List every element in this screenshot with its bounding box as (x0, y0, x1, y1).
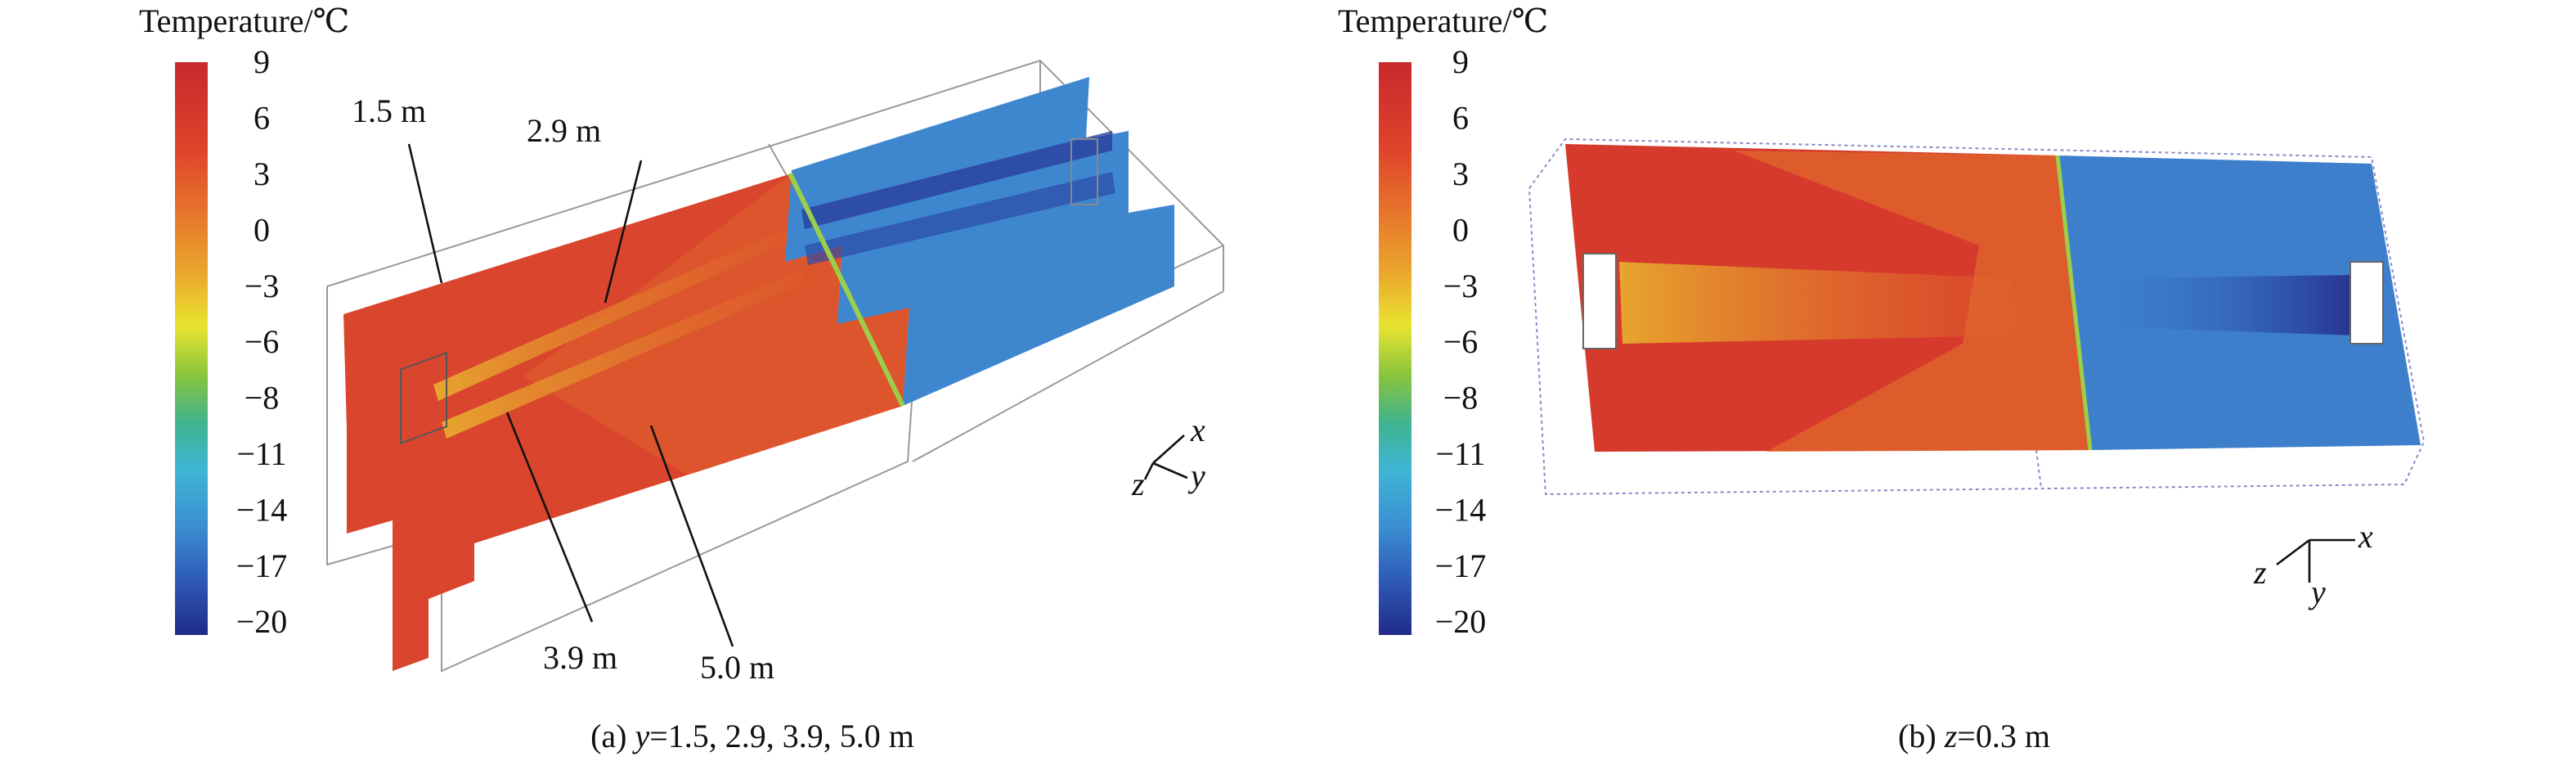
arrow-1-5 (407, 143, 443, 284)
colorbar-tick-label: −3 (1443, 268, 1479, 304)
jet-streak (433, 229, 788, 401)
colorbar-tick-label: −6 (1443, 323, 1479, 360)
panel-b: Temperature/℃ 9 6 3 0 −3 −6 −8 −11 −14 −17 −20 x y… (1338, 2, 2426, 754)
interface (788, 172, 905, 408)
annotation: 2.9 m (527, 112, 601, 149)
warm-zone (523, 173, 909, 475)
colorbar-tick-label: 6 (254, 100, 270, 137)
caption-variable: y (631, 718, 649, 754)
inlet (1582, 253, 1617, 349)
colorbar-tick-label: 9 (1452, 43, 1469, 80)
axis-triad: x y z (1131, 412, 1205, 502)
colorbar-tick-label: −6 (245, 323, 280, 360)
colorbar-tick-label: −11 (236, 435, 286, 472)
box (326, 59, 1225, 673)
colorbar-tick-label: −11 (1435, 435, 1485, 472)
contour-plane (1528, 137, 2426, 496)
colorbar-title: Temperature/℃ (139, 2, 349, 39)
axis-label: z (2253, 554, 2267, 591)
caption-label: (a) (590, 718, 626, 754)
colorbar-tick-label: −8 (245, 380, 280, 417)
cold-streak (801, 131, 1112, 229)
interface (2055, 155, 2093, 451)
colorbar (1379, 62, 1411, 635)
box-edge (2035, 449, 2042, 489)
axis-label: y (1187, 457, 1205, 494)
caption-text: =1.5, 2.9, 3.9, 5.0 m (649, 718, 914, 754)
panel-a: Temperature/℃ 9 6 3 0 −3 −6 −8 −11 −14 −17 −20 1.5… (139, 2, 1225, 754)
colorbar-title: Temperature/℃ (1338, 2, 1548, 39)
inlet (400, 351, 447, 445)
box (1528, 137, 2426, 496)
colorbar (175, 62, 208, 635)
arrow-2-9 (604, 160, 643, 304)
annotation: 5.0 m (700, 649, 774, 686)
axis-label: y (2308, 574, 2326, 610)
colorbar-tick-label: 3 (254, 155, 270, 192)
jet-streak (1619, 262, 2020, 344)
colorbar-tick-label: −20 (236, 603, 288, 640)
caption-variable: z (1944, 718, 1958, 754)
caption: (b) z=0.3 m (1898, 718, 2050, 754)
colorbar-tick-label: 0 (1452, 211, 1469, 248)
annotation: 3.9 m (543, 639, 617, 676)
colorbar-tick-label: −14 (1435, 491, 1487, 528)
colorbar-ticks: 9 6 3 0 −3 −6 −8 −11 −14 −17 −20 (1435, 43, 1487, 640)
colorbar-tick-label: −8 (1443, 380, 1479, 417)
axis-label: z (1131, 466, 1145, 502)
caption-label: (b) (1898, 718, 1936, 754)
cold-streak (805, 172, 1115, 265)
caption: (a) y=1.5, 2.9, 3.9, 5.0 m (590, 718, 914, 754)
annotation: 1.5 m (352, 92, 426, 129)
axis-label: x (1190, 412, 1205, 448)
colorbar-tick-label: −3 (245, 268, 280, 304)
colorbar-tick-label: −17 (236, 547, 288, 584)
colorbar-tick-label: 0 (254, 211, 270, 248)
colorbar-tick-label: −17 (1435, 547, 1487, 584)
warm-zone (1734, 151, 2090, 452)
caption-text: =0.3 m (1957, 718, 2050, 754)
colorbar-ticks: 9 6 3 0 −3 −6 −8 −11 −14 −17 −20 (236, 43, 288, 640)
axis-label: x (2358, 518, 2373, 555)
contour-slices (326, 59, 1225, 673)
arrow-5-0 (649, 425, 734, 647)
colorbar-tick-label: 9 (254, 43, 270, 80)
colorbar-tick-label: 3 (1452, 155, 1469, 192)
arrow-3-9 (505, 412, 594, 623)
box-edge (912, 290, 1224, 462)
axis-triad: x y z (2253, 518, 2373, 610)
outlet (2349, 261, 2384, 344)
colorbar-tick-label: −20 (1435, 603, 1487, 640)
colorbar-tick-label: −14 (236, 491, 288, 528)
outlet (1070, 138, 1098, 205)
jet-streak (442, 270, 805, 439)
cold-streak (2110, 275, 2358, 335)
colorbar-tick-label: 6 (1452, 100, 1469, 137)
